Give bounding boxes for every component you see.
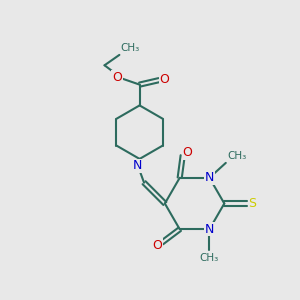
Text: N: N [205,223,214,236]
Text: N: N [133,159,142,172]
Text: CH₃: CH₃ [200,253,219,263]
Text: CH₃: CH₃ [121,44,140,53]
Text: O: O [152,239,162,252]
Text: O: O [182,146,192,159]
Text: CH₃: CH₃ [227,152,247,161]
Text: S: S [248,197,256,210]
Text: O: O [159,73,169,86]
Text: O: O [112,71,122,84]
Text: N: N [205,171,214,184]
